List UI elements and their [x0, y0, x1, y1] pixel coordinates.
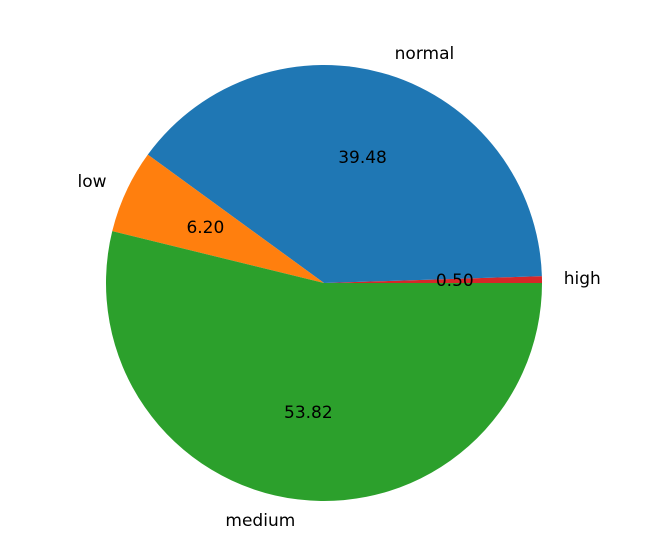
- pie-category-label-low: low: [77, 172, 106, 192]
- pie-percent-label-medium: 53.82: [284, 403, 333, 423]
- pie-slice-low: [112, 154, 324, 283]
- pie-category-label-high: high: [564, 269, 601, 289]
- pie-percent-label-low: 6.20: [186, 218, 224, 238]
- pie-percent-label-normal: 39.48: [338, 148, 387, 168]
- pie-percent-label-high: 0.50: [436, 271, 474, 291]
- pie-slices: [106, 64, 543, 502]
- pie-slice-normal: [147, 64, 542, 284]
- pie-percent-labels: 0.50 39.48 6.20 53.82: [186, 148, 473, 423]
- pie-slice-medium: [106, 231, 543, 502]
- pie-category-labels: high normal low medium: [77, 44, 600, 531]
- pie-slice-high: [324, 276, 542, 283]
- pie-category-label-normal: normal: [395, 44, 455, 64]
- pie-category-label-medium: medium: [225, 511, 295, 531]
